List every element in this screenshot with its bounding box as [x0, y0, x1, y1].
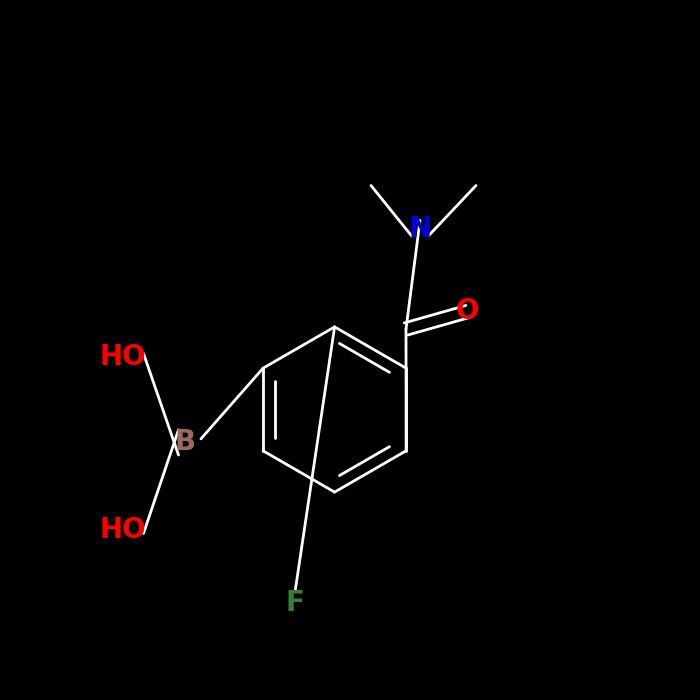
Text: B: B: [175, 428, 196, 456]
Text: HO: HO: [99, 343, 146, 371]
Text: O: O: [456, 298, 480, 326]
Text: N: N: [408, 215, 432, 243]
Text: F: F: [286, 589, 304, 617]
Text: HO: HO: [99, 516, 146, 544]
